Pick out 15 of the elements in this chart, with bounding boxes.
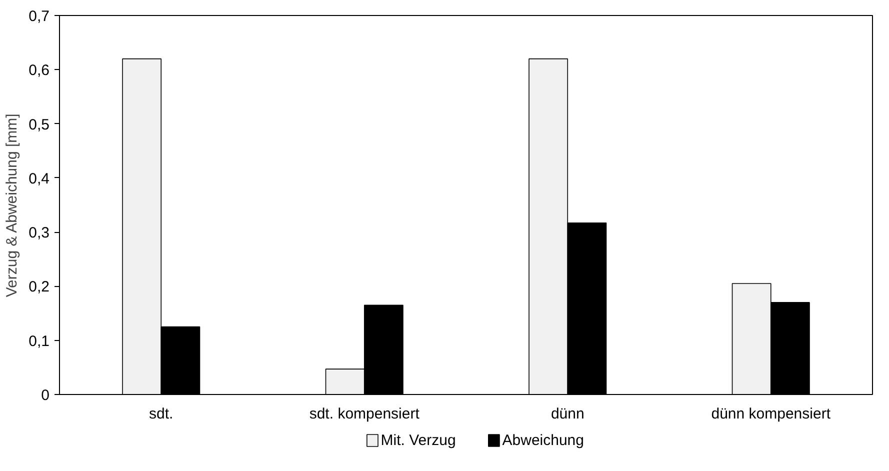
x-tick-label: sdt. kompensiert [309,406,420,422]
y-tick-label: 0,5 [28,116,50,134]
y-tick-label: 0,4 [28,170,50,188]
y-tick-label: 0,7 [28,8,50,25]
y-tick-label: 0,6 [28,62,50,80]
x-tick-label: dünn kompensiert [711,406,832,422]
y-tick-label: 0,2 [28,278,50,296]
y-axis-title: Verzug & Abweichung [mm] [4,114,21,298]
x-tick-label: sdt. [149,406,174,422]
legend-label: Abweichung [502,432,584,449]
y-tick-label: 0,1 [28,332,50,350]
y-tick-label: 0,3 [28,224,50,242]
legend-label: Mit. Verzug [380,432,456,449]
x-tick-label: dünn [550,406,584,422]
y-tick-label: 0 [41,387,50,404]
